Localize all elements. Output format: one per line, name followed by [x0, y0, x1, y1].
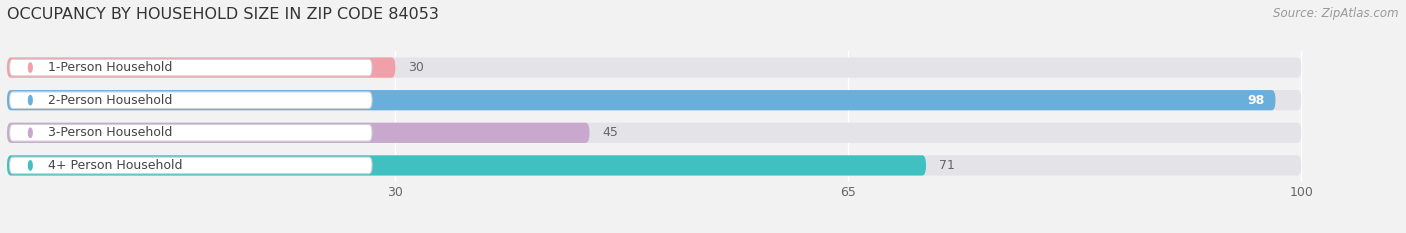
Text: 1-Person Household: 1-Person Household — [48, 61, 173, 74]
FancyBboxPatch shape — [7, 123, 1302, 143]
Text: 30: 30 — [408, 61, 425, 74]
Circle shape — [28, 128, 32, 137]
FancyBboxPatch shape — [7, 90, 1302, 110]
Text: 45: 45 — [602, 126, 619, 139]
Text: Source: ZipAtlas.com: Source: ZipAtlas.com — [1274, 7, 1399, 20]
Text: 3-Person Household: 3-Person Household — [48, 126, 173, 139]
Text: 71: 71 — [939, 159, 955, 172]
Circle shape — [28, 63, 32, 72]
FancyBboxPatch shape — [7, 90, 1275, 110]
FancyBboxPatch shape — [7, 155, 1302, 175]
Text: 98: 98 — [1249, 94, 1265, 107]
Text: OCCUPANCY BY HOUSEHOLD SIZE IN ZIP CODE 84053: OCCUPANCY BY HOUSEHOLD SIZE IN ZIP CODE … — [7, 7, 439, 22]
FancyBboxPatch shape — [10, 59, 373, 76]
FancyBboxPatch shape — [7, 155, 927, 175]
Circle shape — [28, 96, 32, 105]
Text: 2-Person Household: 2-Person Household — [48, 94, 173, 107]
FancyBboxPatch shape — [7, 58, 1302, 78]
FancyBboxPatch shape — [10, 124, 373, 141]
FancyBboxPatch shape — [7, 58, 395, 78]
Text: 4+ Person Household: 4+ Person Household — [48, 159, 183, 172]
FancyBboxPatch shape — [10, 157, 373, 174]
FancyBboxPatch shape — [7, 123, 589, 143]
FancyBboxPatch shape — [10, 92, 373, 109]
Circle shape — [28, 161, 32, 170]
